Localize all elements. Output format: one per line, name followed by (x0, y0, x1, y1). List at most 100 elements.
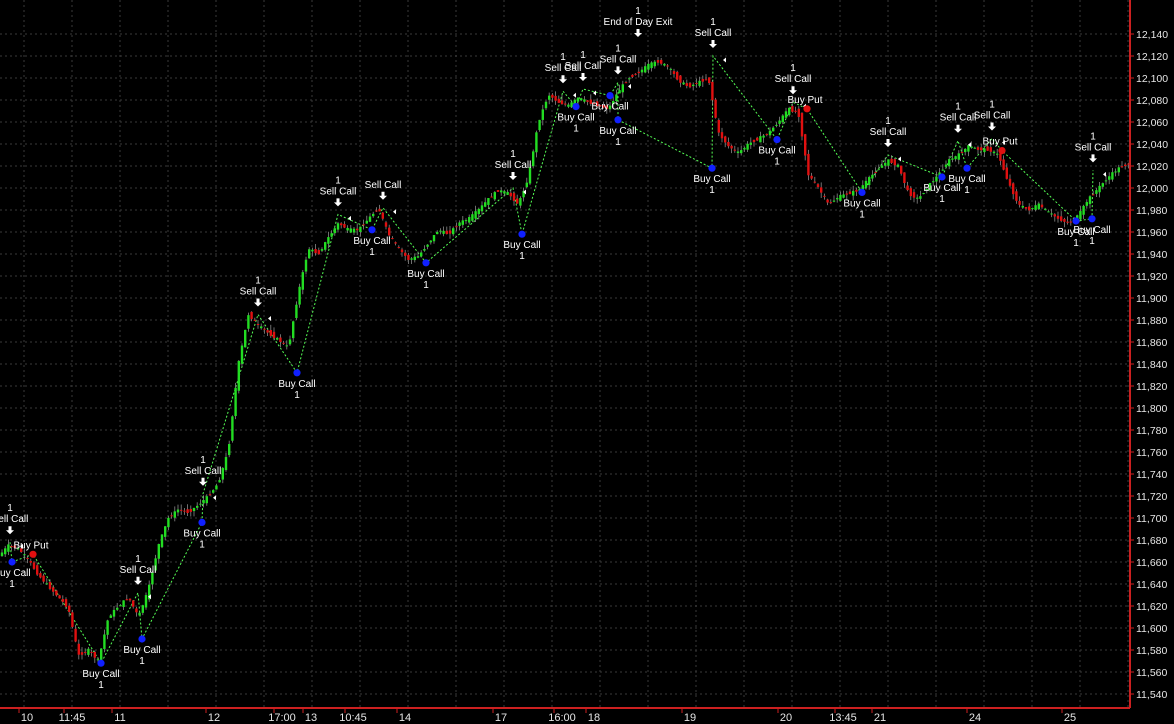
candle-body (557, 98, 560, 103)
candle-body (240, 345, 244, 364)
grid-lines (0, 0, 1130, 708)
x-tick-label: 12 (208, 712, 220, 724)
candle-body (964, 148, 967, 153)
put-marker (998, 147, 1006, 155)
candle-body (624, 82, 628, 84)
candle-body (548, 95, 551, 100)
candle-body (506, 192, 509, 195)
candle-body (1053, 214, 1056, 217)
candle-body (871, 174, 874, 179)
candle-body (39, 573, 42, 578)
signal-label: Buy Call (1057, 227, 1094, 238)
candle-body (384, 222, 388, 227)
signal-put: Buy Put (13, 540, 49, 558)
exit-tick-icon (593, 90, 596, 96)
candle-body (816, 184, 820, 188)
candle-body (682, 82, 685, 85)
candle-body (480, 205, 484, 212)
down-arrow-icon (509, 172, 517, 180)
candle-body (1085, 202, 1088, 206)
down-arrow-icon (579, 73, 587, 81)
candle-body (973, 147, 976, 149)
down-arrow-icon (199, 477, 207, 486)
candle-body (64, 599, 68, 607)
y-tick-label: 11,760 (1136, 447, 1167, 459)
candle-body (976, 147, 980, 150)
time-axis: 10 11:45 11 12 17:00 13 10:45 14 17 16:00 18 19 20 13… (18, 708, 1076, 724)
candle-body (544, 101, 548, 109)
y-tick-label: 11,800 (1136, 403, 1167, 415)
candle-body (861, 185, 864, 190)
candle-body (282, 342, 285, 344)
candle-body (196, 505, 199, 508)
candle-body (733, 149, 736, 151)
candle-body (164, 526, 167, 537)
y-tick-label: 11,920 (1136, 271, 1167, 283)
candle-body (116, 607, 119, 610)
put-marker (803, 105, 811, 113)
candle-body (317, 250, 320, 255)
signal-qty: 1 (1090, 131, 1096, 142)
candle-body (660, 59, 663, 64)
signal-qty: 1 (200, 455, 206, 466)
candle-body (135, 608, 138, 613)
candle-body (192, 508, 196, 512)
candle-body (554, 95, 557, 101)
buy-marker (614, 116, 622, 124)
candle-body (208, 494, 212, 496)
candle-body (1060, 216, 1063, 221)
candle-body (890, 158, 893, 163)
down-arrow-icon (334, 198, 342, 207)
candle-body (244, 329, 247, 348)
signal-label: Buy Call (591, 102, 628, 113)
candle-body (276, 337, 279, 340)
candle-body (916, 197, 919, 199)
buy-marker (606, 92, 614, 100)
candle-body (189, 509, 192, 512)
signal-label: Buy Put (13, 540, 48, 551)
candle-body (807, 153, 810, 176)
candle-body (560, 100, 564, 105)
candle-body (663, 63, 666, 66)
candle-body (23, 554, 26, 556)
signal-label: Buy Call (0, 568, 31, 579)
candle-body (730, 145, 733, 149)
candle-body (925, 189, 928, 191)
y-tick-label: 12,060 (1136, 117, 1168, 129)
candle-body (68, 605, 71, 612)
candle-body (455, 226, 458, 228)
y-tick-label: 11,960 (1136, 227, 1167, 239)
candle-body (852, 190, 855, 196)
down-arrow-icon (988, 122, 996, 131)
down-arrow-icon (614, 66, 622, 75)
signal-label: Sell Call (775, 74, 812, 85)
candle-body (516, 198, 519, 204)
candle-body (711, 81, 714, 101)
signal-label: Sell Call (495, 160, 532, 171)
candle-body (311, 249, 314, 252)
buy-marker (198, 518, 206, 527)
signal-label: Buy Put (787, 95, 822, 106)
candle-body (352, 228, 356, 233)
candle-body (61, 599, 64, 602)
candle-body (967, 145, 970, 152)
y-tick-label: 11,640 (1136, 579, 1167, 591)
signal-qty: 1 (1073, 238, 1079, 249)
candle-body (224, 457, 228, 471)
signal-qty: 1 (989, 100, 995, 111)
buy-marker (368, 226, 376, 234)
y-tick-label: 11,660 (1136, 557, 1167, 569)
candle-body (45, 583, 48, 585)
candle-body (349, 228, 352, 233)
candle-body (464, 220, 468, 222)
y-tick-label: 12,040 (1136, 139, 1168, 151)
candle-body (951, 158, 954, 160)
candle-body (1047, 211, 1050, 213)
candle-body (503, 191, 506, 194)
candle-body (391, 238, 394, 240)
signal-label: Sell Call (600, 54, 637, 65)
